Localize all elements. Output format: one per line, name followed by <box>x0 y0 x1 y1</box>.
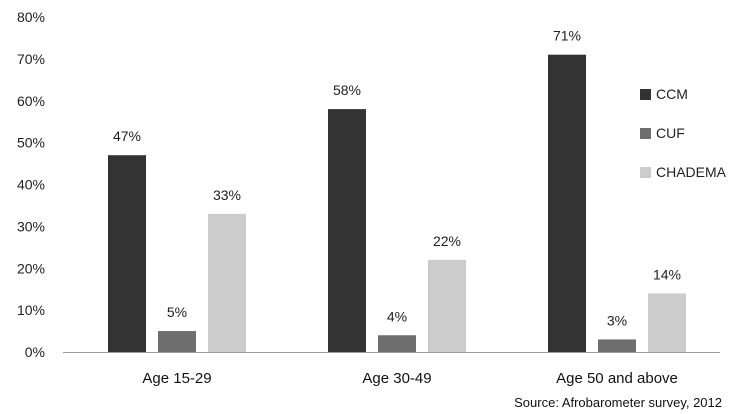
legend-label-cuf: CUF <box>656 125 685 141</box>
y-axis: 0% 10% 20% 30% 40% 50% 60% 70% 80% <box>17 9 45 360</box>
y-tick-label: 10% <box>17 302 45 318</box>
bar-ccm-2 <box>328 109 366 352</box>
bar-cuf-1 <box>158 331 196 352</box>
y-tick-label: 0% <box>25 344 45 360</box>
y-tick-label: 30% <box>17 218 45 234</box>
bar-cuf-2 <box>378 335 416 352</box>
legend-swatch-chadema <box>640 167 651 178</box>
legend-label-chadema: CHADEMA <box>656 164 727 180</box>
bar-chadema-3 <box>648 293 686 352</box>
bar-chadema-2 <box>428 259 466 352</box>
x-category-label: Age 50 and above <box>556 370 678 387</box>
source-note: Source: Afrobarometer survey, 2012 <box>514 395 722 410</box>
x-category-label: Age 30-49 <box>362 370 431 387</box>
bar-ccm-3 <box>548 54 586 352</box>
legend-swatch-ccm <box>640 89 651 100</box>
y-tick-label: 50% <box>17 135 45 151</box>
data-label: 47% <box>113 128 141 144</box>
data-label: 3% <box>607 312 627 328</box>
x-category-label: Age 15-29 <box>142 370 211 387</box>
data-label: 14% <box>653 266 681 282</box>
y-tick-label: 80% <box>17 9 45 25</box>
data-label: 33% <box>213 187 241 203</box>
data-label: 58% <box>333 82 361 98</box>
x-axis: Age 15-29 Age 30-49 Age 50 and above <box>142 370 678 387</box>
y-tick-label: 20% <box>17 260 45 276</box>
bar-ccm-1 <box>108 155 146 352</box>
data-label: 5% <box>167 304 187 320</box>
legend: CCM CUF CHADEMA <box>640 86 727 180</box>
bars <box>108 54 686 352</box>
bar-chadema-1 <box>208 213 246 352</box>
data-label: 4% <box>387 308 407 324</box>
y-tick-label: 40% <box>17 177 45 193</box>
data-label: 71% <box>553 28 581 44</box>
data-labels: 47% 58% 71% 5% 4% 3% 33% 22% 14% <box>113 28 681 329</box>
y-tick-label: 60% <box>17 93 45 109</box>
data-label: 22% <box>433 233 461 249</box>
legend-label-ccm: CCM <box>656 86 688 102</box>
bar-cuf-3 <box>598 339 636 352</box>
legend-swatch-cuf <box>640 128 651 139</box>
y-tick-label: 70% <box>17 51 45 67</box>
